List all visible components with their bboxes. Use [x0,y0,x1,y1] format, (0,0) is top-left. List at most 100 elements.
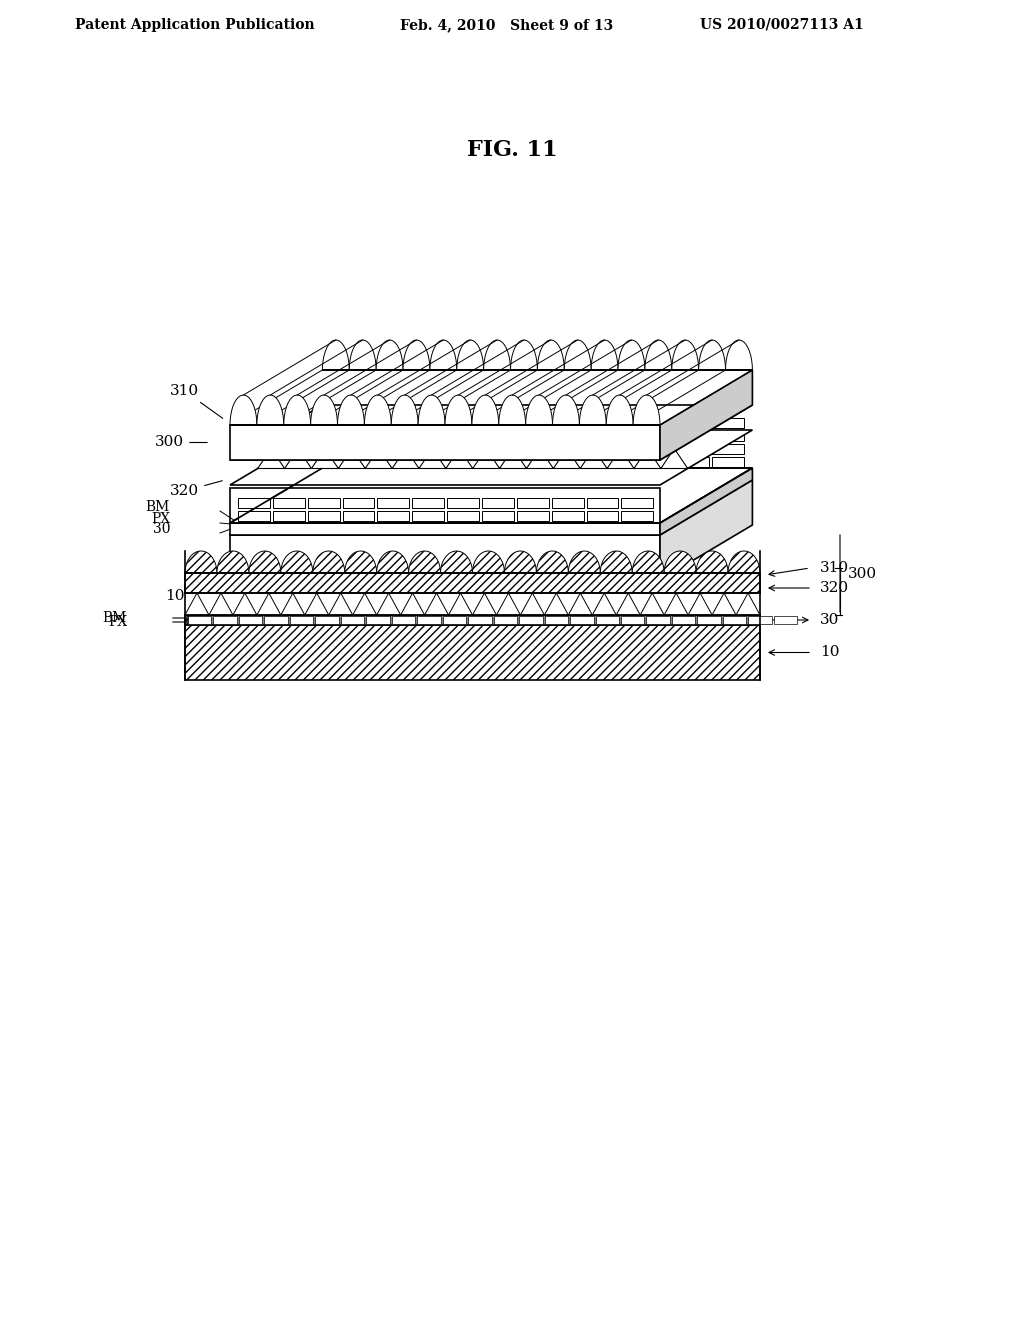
Polygon shape [392,449,419,469]
Polygon shape [232,593,257,615]
Polygon shape [632,550,665,573]
Text: 10: 10 [165,576,222,603]
Polygon shape [712,445,743,454]
Polygon shape [580,395,606,425]
Polygon shape [307,498,340,508]
Polygon shape [230,480,753,535]
Polygon shape [281,593,305,615]
Polygon shape [568,593,592,615]
Polygon shape [633,395,660,425]
Text: 300: 300 [848,566,878,581]
Polygon shape [433,457,465,467]
Polygon shape [660,480,753,579]
Polygon shape [728,550,760,573]
Polygon shape [503,432,535,441]
Polygon shape [642,445,674,454]
Bar [621,616,644,624]
Bar [468,616,492,624]
Polygon shape [525,395,553,425]
Polygon shape [591,341,618,370]
Text: 320: 320 [170,480,222,498]
Polygon shape [517,511,549,521]
Polygon shape [660,370,753,459]
Text: US 2010/0027113 A1: US 2010/0027113 A1 [700,18,864,32]
Polygon shape [520,593,545,615]
Text: FIG. 11: FIG. 11 [467,139,557,161]
Polygon shape [642,418,674,428]
Polygon shape [503,418,535,428]
Polygon shape [433,445,465,454]
Polygon shape [409,550,440,573]
Text: PX: PX [151,512,170,525]
Polygon shape [640,593,665,615]
Polygon shape [468,457,500,467]
Polygon shape [345,550,377,573]
Bar [672,616,695,624]
Polygon shape [378,498,410,508]
Polygon shape [468,445,500,454]
Bar [392,616,415,624]
Polygon shape [600,550,632,573]
Text: Feb. 4, 2010   Sheet 9 of 13: Feb. 4, 2010 Sheet 9 of 13 [400,18,613,32]
Polygon shape [622,511,653,521]
Bar [646,616,670,624]
Polygon shape [696,550,728,573]
Polygon shape [398,432,430,441]
Polygon shape [473,449,500,469]
Bar [341,616,365,624]
Polygon shape [572,418,604,428]
Polygon shape [712,432,743,441]
Polygon shape [413,498,444,508]
Polygon shape [606,395,633,425]
Polygon shape [391,395,418,425]
Polygon shape [217,550,249,573]
Polygon shape [349,341,376,370]
Polygon shape [736,593,760,615]
Polygon shape [503,457,535,467]
Bar [570,616,594,624]
Polygon shape [712,418,743,428]
Bar [185,573,760,593]
Polygon shape [538,432,569,441]
Bar [519,616,543,624]
Polygon shape [230,535,660,579]
Polygon shape [209,593,232,615]
Polygon shape [230,430,753,484]
Polygon shape [622,498,653,508]
Bar [697,616,721,624]
Polygon shape [572,445,604,454]
Polygon shape [482,498,514,508]
Bar [417,616,440,624]
Text: 10: 10 [820,645,840,660]
Polygon shape [398,457,430,467]
Polygon shape [230,425,660,459]
Bar [596,616,618,624]
Polygon shape [377,593,400,615]
Polygon shape [284,395,310,425]
Polygon shape [472,593,497,615]
Polygon shape [500,449,526,469]
Polygon shape [726,341,753,370]
Polygon shape [433,418,465,428]
Polygon shape [698,341,726,370]
Polygon shape [447,511,479,521]
Polygon shape [499,395,525,425]
Polygon shape [468,432,500,441]
Polygon shape [281,550,312,573]
Polygon shape [645,341,672,370]
Polygon shape [482,511,514,521]
Polygon shape [672,341,698,370]
Polygon shape [712,593,736,615]
Polygon shape [538,457,569,467]
Bar [185,615,760,624]
Polygon shape [677,432,709,441]
Polygon shape [305,593,329,615]
Polygon shape [457,341,483,370]
Polygon shape [587,511,618,521]
Bar [367,616,390,624]
Bar [723,616,746,624]
Polygon shape [419,449,445,469]
Polygon shape [185,550,217,573]
Bar [264,616,288,624]
Polygon shape [230,469,753,523]
